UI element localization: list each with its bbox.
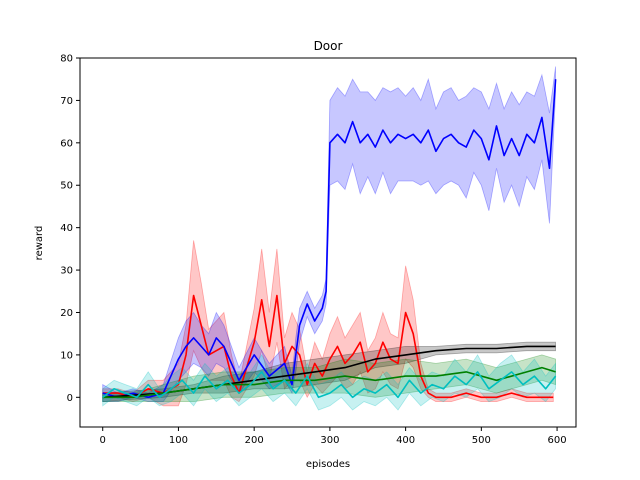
x-tick-label: 300 [320, 435, 339, 446]
y-axis-label: reward [34, 226, 45, 261]
y-tick-label: 30 [60, 266, 73, 277]
y-tick-label: 70 [60, 96, 73, 107]
x-tick-label: 100 [169, 435, 188, 446]
x-tick-label: 200 [245, 435, 264, 446]
x-tick-label: 400 [396, 435, 415, 446]
series-1-line [102, 79, 557, 399]
series-1-band [102, 66, 556, 403]
x-tick-label: 0 [100, 435, 106, 446]
x-axis-ticks: 0 100 200 300 400 500 600 [100, 427, 567, 446]
y-tick-label: 0 [67, 393, 73, 404]
x-tick-label: 500 [472, 435, 491, 446]
x-axis-label: episodes [306, 459, 350, 470]
series-3-line [102, 366, 556, 399]
y-tick-label: 20 [60, 308, 73, 319]
series-0-band [102, 240, 554, 407]
series-lines [102, 79, 557, 399]
y-tick-label: 10 [60, 350, 73, 361]
y-tick-label: 40 [60, 223, 73, 234]
confidence-bands [102, 66, 556, 411]
chart-title: Door [314, 39, 343, 53]
series-0-line [102, 294, 554, 399]
series-4-line [102, 371, 557, 399]
y-tick-label: 60 [60, 138, 73, 149]
x-tick-label: 600 [548, 435, 567, 446]
y-axis-ticks: 0 10 20 30 40 50 60 70 80 [60, 54, 80, 404]
plot-frame [79, 57, 577, 428]
y-tick-label: 80 [60, 54, 73, 65]
y-tick-label: 50 [60, 181, 73, 192]
